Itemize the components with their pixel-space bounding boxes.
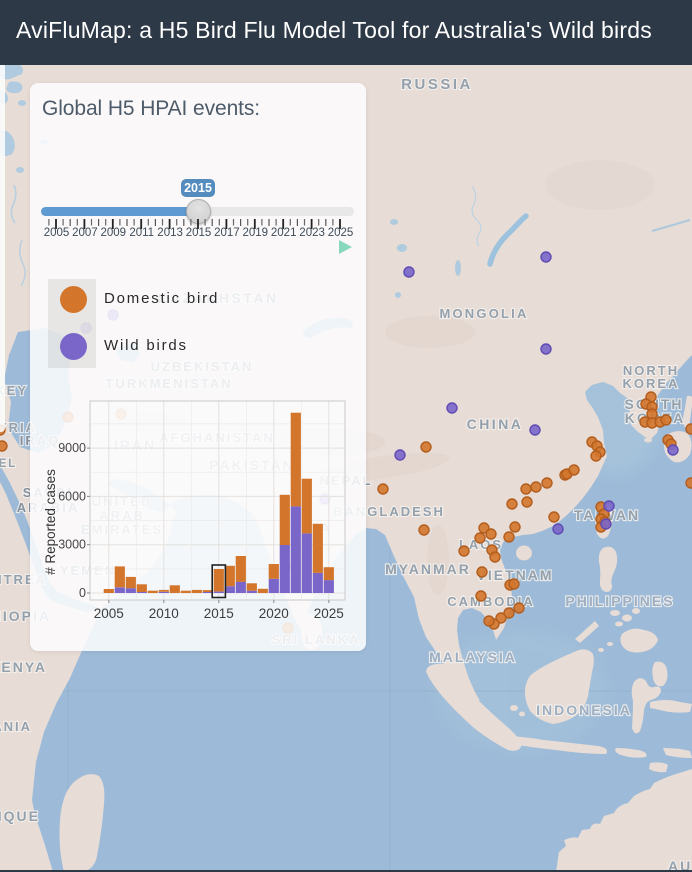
svg-text:ISRAEL: ISRAEL [0, 456, 17, 470]
svg-text:3000: 3000 [58, 538, 86, 552]
svg-text:9000: 9000 [58, 441, 86, 455]
svg-text:PHILIPPINES: PHILIPPINES [565, 593, 674, 609]
svg-text:2015: 2015 [204, 606, 234, 621]
svg-text:6000: 6000 [58, 489, 86, 503]
svg-text:SYRIA: SYRIA [0, 420, 37, 435]
svg-text:2025: 2025 [314, 606, 344, 621]
svg-text:2005: 2005 [94, 606, 124, 621]
svg-text:NORTH: NORTH [623, 363, 679, 378]
svg-text:CAMBODIA: CAMBODIA [447, 594, 535, 609]
svg-text:2010: 2010 [149, 606, 179, 621]
svg-text:TANZANIA: TANZANIA [0, 719, 32, 734]
svg-text:INDONESIA: INDONESIA [536, 702, 632, 718]
svg-text:KENYA: KENYA [0, 659, 47, 675]
svg-text:TURKEY: TURKEY [0, 383, 28, 398]
svg-text:2020: 2020 [259, 606, 289, 621]
svg-text:0: 0 [79, 586, 86, 600]
svg-text:MONGOLIA: MONGOLIA [439, 306, 528, 321]
svg-text:KOREA: KOREA [623, 376, 680, 391]
svg-text:AUSTRALIA: AUSTRALIA [668, 858, 692, 872]
svg-text:MALAYSIA: MALAYSIA [429, 649, 517, 665]
svg-text:MYANMAR: MYANMAR [385, 561, 471, 577]
svg-text:# Reported cases: # Reported cases [45, 469, 58, 575]
svg-text:VIETNAM: VIETNAM [477, 567, 554, 583]
svg-text:CHINA: CHINA [467, 416, 524, 432]
svg-text:RUSSIA: RUSSIA [401, 76, 473, 93]
svg-text:MOZAMBIQUE: MOZAMBIQUE [0, 808, 40, 824]
